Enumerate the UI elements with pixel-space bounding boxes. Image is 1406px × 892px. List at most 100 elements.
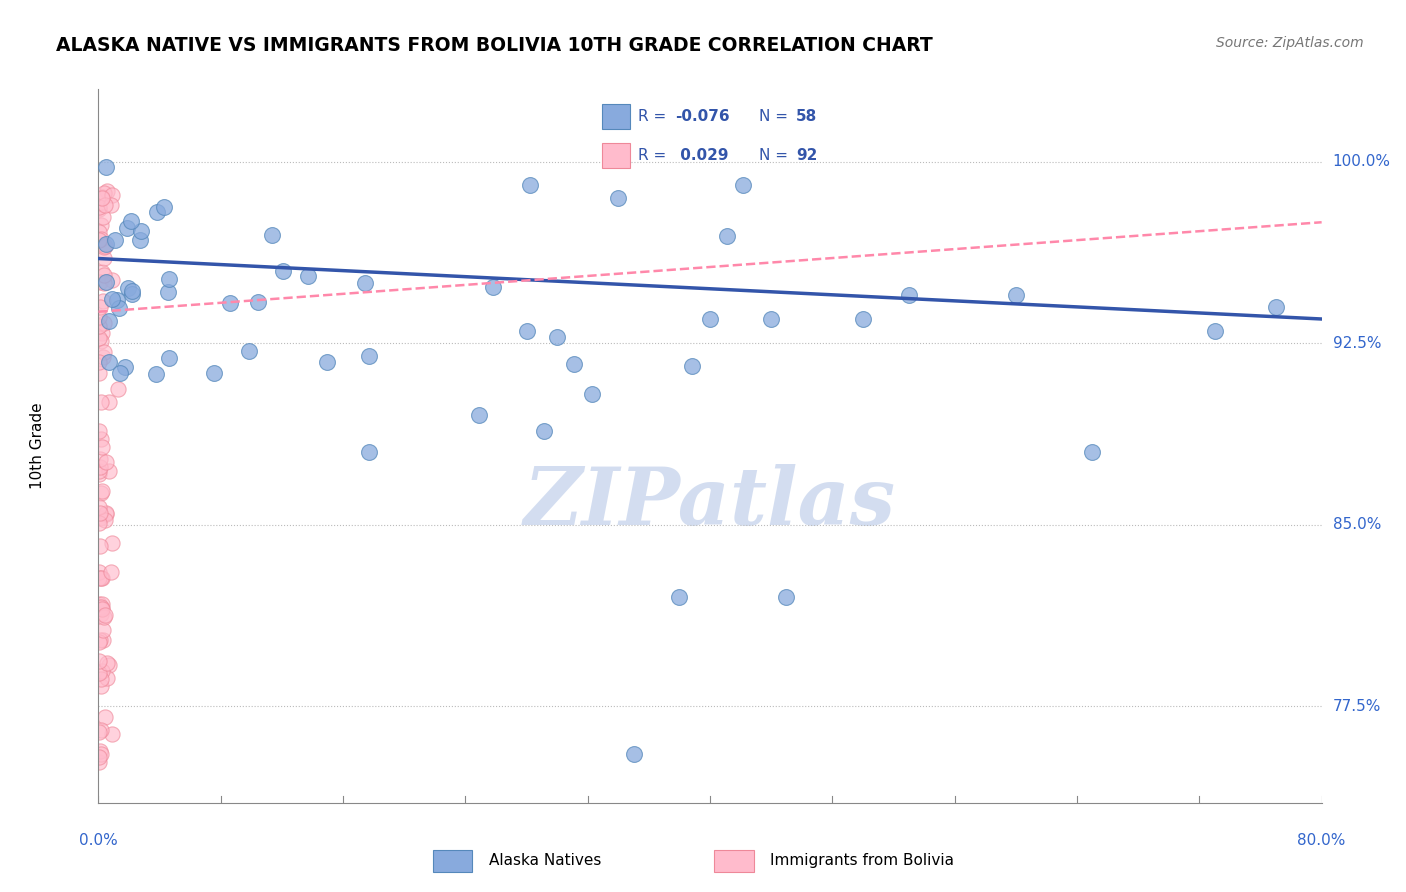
- Point: [89, 679, 111, 693]
- Text: 100.0%: 100.0%: [1333, 154, 1391, 169]
- Text: N =: N =: [759, 109, 793, 124]
- Point: [107, 383, 129, 397]
- Point: [108, 366, 131, 380]
- Point: [238, 343, 260, 358]
- Point: [93, 251, 115, 265]
- Point: [98, 355, 121, 369]
- Point: [90, 723, 112, 737]
- Text: 92: 92: [796, 148, 817, 163]
- Point: [89, 654, 111, 668]
- Point: [146, 204, 169, 219]
- Point: [91, 624, 114, 638]
- Point: [104, 233, 127, 247]
- Point: [759, 312, 782, 326]
- Point: [89, 507, 111, 521]
- Point: [157, 351, 180, 366]
- Point: [246, 295, 269, 310]
- Point: [90, 602, 112, 616]
- Point: [90, 601, 112, 615]
- Point: [668, 590, 690, 604]
- Point: [89, 451, 111, 466]
- Point: [97, 394, 120, 409]
- Point: [117, 281, 139, 295]
- Point: [93, 609, 115, 624]
- Point: [91, 664, 114, 678]
- Point: [93, 316, 115, 330]
- Point: [93, 276, 115, 290]
- Text: ZIPatlas: ZIPatlas: [524, 465, 896, 541]
- Text: R =: R =: [638, 109, 672, 124]
- Point: [468, 408, 491, 422]
- Point: [533, 424, 555, 438]
- Point: [606, 191, 628, 205]
- Point: [94, 276, 117, 290]
- Point: [623, 747, 645, 762]
- Point: [90, 433, 112, 447]
- Text: R =: R =: [638, 148, 672, 163]
- Point: [94, 198, 117, 212]
- Point: [96, 185, 118, 199]
- Point: [100, 566, 122, 580]
- Point: [90, 265, 112, 279]
- Point: [108, 301, 131, 315]
- Point: [121, 287, 143, 301]
- Point: [297, 268, 319, 283]
- Text: Alaska Natives: Alaska Natives: [489, 854, 602, 868]
- Point: [852, 312, 875, 326]
- Point: [90, 747, 112, 762]
- Point: [94, 161, 117, 175]
- Point: [91, 484, 114, 499]
- Point: [94, 508, 117, 522]
- Point: [90, 232, 112, 246]
- Point: [731, 178, 754, 192]
- Text: 85.0%: 85.0%: [1333, 517, 1381, 533]
- Point: [1204, 324, 1226, 338]
- Point: [90, 334, 112, 349]
- Point: [87, 202, 110, 216]
- Point: [87, 354, 110, 368]
- Point: [129, 223, 152, 237]
- Text: -0.076: -0.076: [675, 109, 730, 124]
- Point: [101, 292, 124, 306]
- Point: [89, 460, 111, 475]
- Point: [581, 386, 603, 401]
- Point: [91, 210, 114, 224]
- Point: [89, 539, 111, 553]
- Point: [716, 229, 738, 244]
- Point: [218, 296, 240, 310]
- Point: [114, 360, 136, 375]
- Bar: [433, 849, 472, 872]
- Point: [87, 635, 110, 649]
- Point: [89, 744, 111, 758]
- Point: [87, 565, 110, 579]
- Point: [105, 293, 128, 308]
- Point: [89, 599, 111, 614]
- Point: [87, 225, 110, 239]
- Point: [100, 198, 122, 212]
- Point: [97, 658, 120, 673]
- Point: [87, 319, 110, 334]
- Point: [89, 725, 111, 739]
- Point: [90, 571, 112, 585]
- Point: [1004, 288, 1026, 302]
- Point: [89, 601, 111, 615]
- Point: [681, 359, 703, 374]
- Point: [94, 512, 117, 526]
- Point: [87, 750, 110, 764]
- Point: [87, 666, 110, 681]
- Point: [546, 330, 568, 344]
- Point: [91, 350, 114, 364]
- Text: Source: ZipAtlas.com: Source: ZipAtlas.com: [1216, 36, 1364, 50]
- Point: [94, 506, 117, 520]
- Point: [562, 357, 585, 371]
- Point: [93, 344, 115, 359]
- Point: [156, 285, 179, 299]
- Point: [1081, 445, 1104, 459]
- Text: Immigrants from Bolivia: Immigrants from Bolivia: [770, 854, 955, 868]
- Text: ALASKA NATIVE VS IMMIGRANTS FROM BOLIVIA 10TH GRADE CORRELATION CHART: ALASKA NATIVE VS IMMIGRANTS FROM BOLIVIA…: [56, 36, 934, 54]
- Bar: [714, 849, 754, 872]
- Point: [90, 191, 112, 205]
- Point: [93, 268, 115, 282]
- Point: [775, 590, 797, 604]
- Point: [699, 312, 721, 326]
